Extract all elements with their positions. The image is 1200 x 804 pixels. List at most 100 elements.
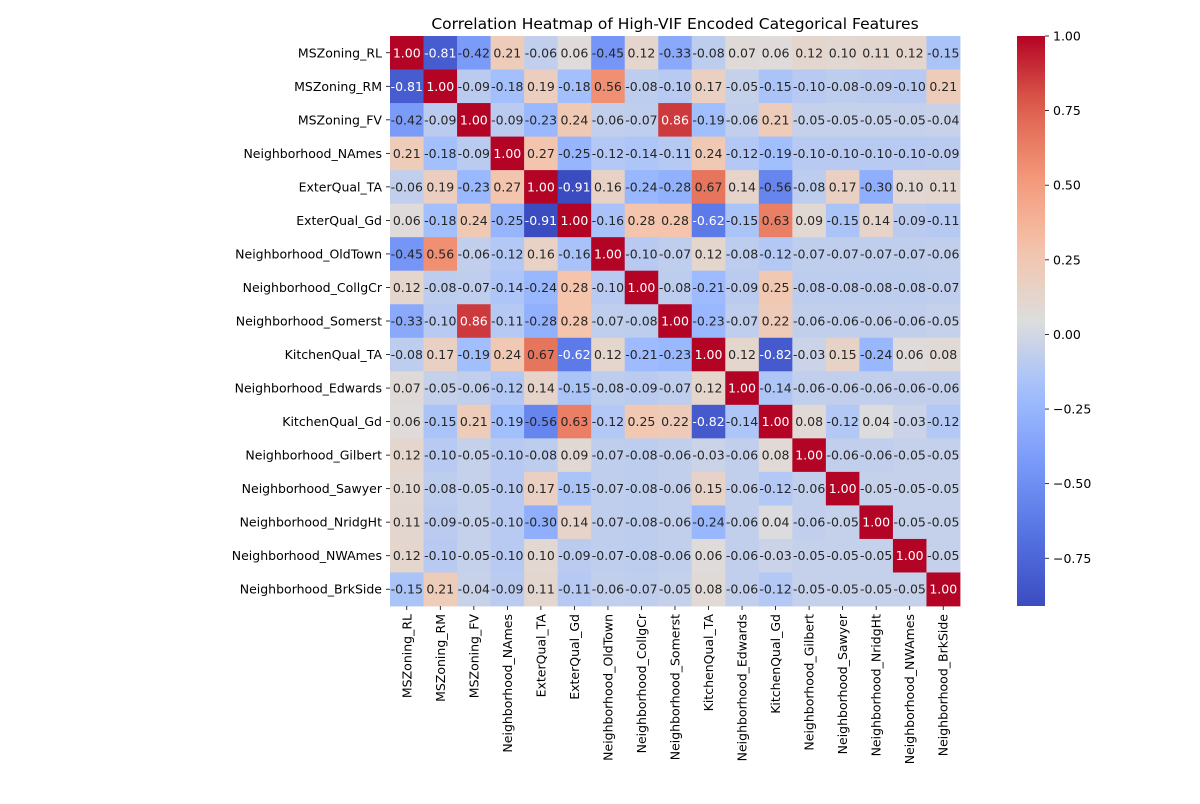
heatmap-cell xyxy=(758,572,793,607)
cell-value-label: -0.19 xyxy=(491,414,523,429)
heatmap-cell xyxy=(457,237,491,272)
cell-value-label: 0.24 xyxy=(695,146,723,161)
heatmap-cell xyxy=(792,270,827,305)
cell-value-label: -0.07 xyxy=(592,515,624,530)
cell-value-label: -0.56 xyxy=(525,414,557,429)
cell-value-label: -0.03 xyxy=(759,548,791,563)
cell-value-label: -0.08 xyxy=(659,280,691,295)
cell-value-label: 0.06 xyxy=(393,414,421,429)
heatmap-cell xyxy=(825,371,860,406)
heatmap-cell xyxy=(524,170,559,205)
heatmap-cell xyxy=(591,36,626,70)
cell-value-label: 0.21 xyxy=(762,112,790,127)
cell-value-label: -0.19 xyxy=(458,347,490,362)
heatmap-cell xyxy=(792,136,827,171)
cell-value-label: -0.24 xyxy=(692,515,724,530)
cell-value-label: -0.06 xyxy=(826,448,858,463)
cell-value-label: -0.08 xyxy=(625,79,657,94)
column-tick-label: MSZoning_RL xyxy=(399,614,414,698)
row-tick-label: Neighborhood_Somerst xyxy=(236,314,382,329)
heatmap-cell xyxy=(691,538,726,573)
heatmap-cell xyxy=(390,203,424,238)
cell-value-label: -0.05 xyxy=(826,582,858,597)
cell-value-label: 0.10 xyxy=(527,548,555,563)
heatmap-cell xyxy=(423,438,458,473)
heatmap-cell xyxy=(792,471,827,506)
cell-value-label: -0.06 xyxy=(726,515,758,530)
heatmap-cell xyxy=(892,103,927,137)
cell-value-label: 0.07 xyxy=(393,381,421,396)
cell-value-label: -0.12 xyxy=(759,582,791,597)
heatmap-cell xyxy=(758,170,793,205)
heatmap-cell xyxy=(591,69,626,104)
cell-value-label: 0.06 xyxy=(560,45,588,60)
cell-value-label: -0.05 xyxy=(793,112,825,127)
heatmap-cell xyxy=(557,471,592,506)
column-tick-label: ExterQual_Gd xyxy=(567,614,582,700)
cell-value-label: 0.86 xyxy=(460,314,488,329)
cell-value-label: 0.24 xyxy=(460,213,488,228)
cell-value-label: 0.04 xyxy=(762,515,790,530)
heatmap-cell xyxy=(557,404,592,439)
cell-value-label: -0.10 xyxy=(625,246,657,261)
cell-value-label: -0.08 xyxy=(424,280,456,295)
cell-value-label: 0.15 xyxy=(829,347,857,362)
cell-value-label: 0.22 xyxy=(661,414,689,429)
heatmap-cell xyxy=(658,404,693,439)
cell-value-label: -0.06 xyxy=(659,448,691,463)
column-tick-label: Neighborhood_OldTown xyxy=(600,614,615,761)
cell-value-label: 1.00 xyxy=(929,582,957,597)
cell-value-label: -0.09 xyxy=(894,213,926,228)
heatmap-cell xyxy=(457,270,491,305)
heatmap-cell xyxy=(825,572,860,607)
heatmap-cell xyxy=(423,237,458,272)
heatmap-cell xyxy=(859,36,894,70)
cell-value-label: -0.81 xyxy=(391,79,423,94)
cell-value-label: -0.12 xyxy=(927,414,959,429)
cell-value-label: -0.05 xyxy=(927,448,959,463)
heatmap-cell xyxy=(892,36,927,70)
cell-value-label: 1.00 xyxy=(896,548,924,563)
heatmap-cell xyxy=(524,538,559,573)
colorbar-tick-label: 0.00 xyxy=(1053,327,1081,342)
cell-value-label: 1.00 xyxy=(628,280,656,295)
column-tick-label: ExterQual_TA xyxy=(533,614,548,698)
heatmap-cell xyxy=(691,237,726,272)
cell-value-label: -0.07 xyxy=(458,280,490,295)
cell-value-label: -0.33 xyxy=(659,45,691,60)
cell-value-label: -0.05 xyxy=(860,582,892,597)
column-tick-label: MSZoning_FV xyxy=(466,614,481,699)
heatmap-cell xyxy=(390,136,424,171)
heatmap-cell xyxy=(926,471,961,506)
row-tick-label: Neighborhood_Edwards xyxy=(235,381,382,396)
heatmap-cell xyxy=(691,371,726,406)
cell-value-label: -0.08 xyxy=(793,280,825,295)
cell-value-label: 0.28 xyxy=(560,280,588,295)
heatmap-cell xyxy=(390,438,424,473)
cell-value-label: 1.00 xyxy=(762,414,790,429)
column-tick-label: Neighborhood_NAmes xyxy=(500,614,515,753)
cell-value-label: 0.14 xyxy=(862,213,890,228)
cell-value-label: -0.07 xyxy=(592,481,624,496)
heatmap-cell xyxy=(490,572,525,607)
cell-value-label: -0.07 xyxy=(592,314,624,329)
cell-value-label: -0.82 xyxy=(759,347,791,362)
heatmap-cell xyxy=(725,538,760,573)
heatmap-cell xyxy=(557,103,592,137)
cell-value-label: 1.00 xyxy=(661,314,689,329)
heatmap-cell xyxy=(825,337,860,372)
cell-value-label: -0.10 xyxy=(894,79,926,94)
cell-value-label: -0.05 xyxy=(927,481,959,496)
cell-value-label: -0.10 xyxy=(860,146,892,161)
cell-value-label: 1.00 xyxy=(527,179,555,194)
cell-value-label: -0.18 xyxy=(424,146,456,161)
row-tick-label: Neighborhood_OldTown xyxy=(235,246,382,261)
heatmap-cell xyxy=(390,404,424,439)
cell-value-label: -0.06 xyxy=(726,548,758,563)
cell-value-label: 0.28 xyxy=(628,213,656,228)
heatmap-cell xyxy=(725,170,760,205)
cell-value-label: 1.00 xyxy=(728,381,756,396)
heatmap-cell xyxy=(624,471,659,506)
heatmap-cell xyxy=(892,572,927,607)
heatmap-cell xyxy=(423,505,458,540)
